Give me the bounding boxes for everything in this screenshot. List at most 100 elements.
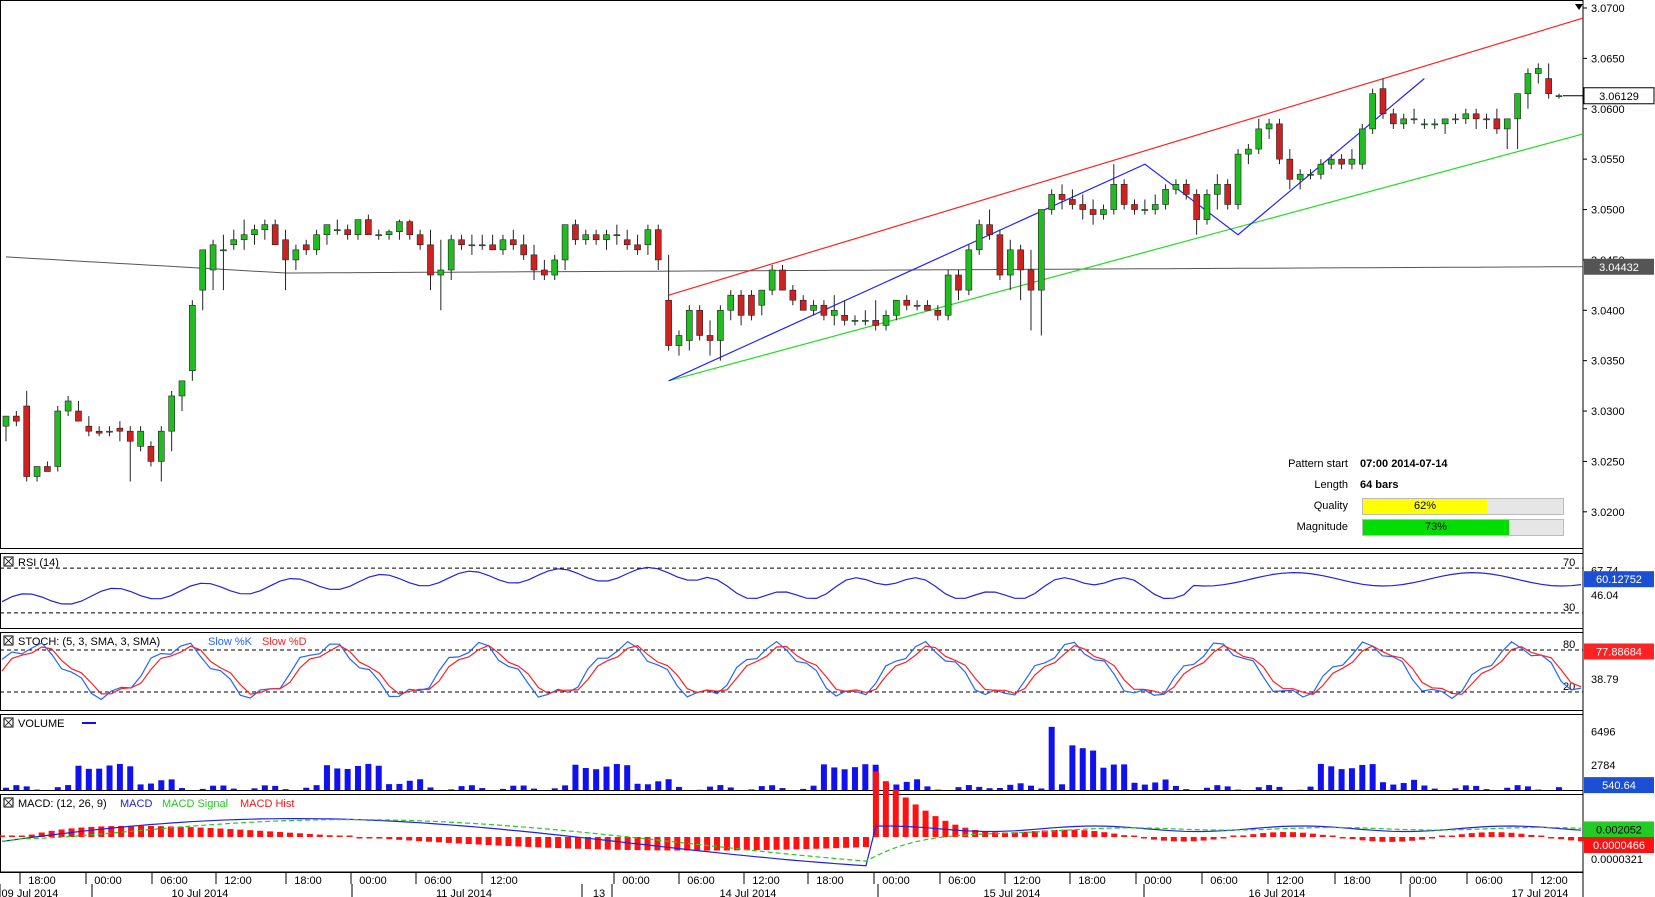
- candle-body: [95, 430, 103, 434]
- volume-bar: [96, 768, 103, 790]
- macd-hist-bar: [515, 837, 522, 847]
- macd-hist-bar: [8, 835, 15, 837]
- volume-bar: [313, 785, 320, 790]
- volume-bar: [427, 787, 434, 790]
- candle: [623, 229, 631, 250]
- volume-bar: [75, 765, 82, 790]
- candle-body: [955, 274, 962, 291]
- candle-body: [1141, 209, 1149, 211]
- candle: [965, 244, 973, 296]
- volume-bar: [903, 781, 910, 790]
- volume-bar: [334, 768, 341, 790]
- candle-body: [975, 224, 983, 251]
- volume-bar: [675, 786, 682, 790]
- macd-hist-bar: [98, 826, 105, 837]
- candle-body: [1514, 93, 1521, 120]
- volume-bar: [127, 766, 134, 790]
- price-tick-label: 3.0600: [1591, 104, 1625, 116]
- candle: [1027, 249, 1035, 331]
- candle-body: [799, 299, 807, 311]
- volume-bar: [1369, 764, 1376, 790]
- candle-body: [126, 430, 134, 442]
- time-label: 18:00: [816, 875, 844, 887]
- candle-body: [830, 309, 838, 316]
- candle-body: [717, 309, 724, 341]
- macd-hist-bar: [912, 804, 919, 837]
- macd-hist-bar: [1170, 837, 1177, 842]
- macd-hist-bar: [684, 837, 691, 851]
- macd-hist-bar: [1280, 832, 1287, 837]
- candle-body: [1379, 88, 1387, 115]
- candle: [54, 406, 62, 472]
- macd-hist-bar: [813, 837, 820, 849]
- macd-hist-bar: [336, 835, 343, 837]
- date-label: 17 Jul 2014: [1512, 888, 1569, 897]
- macd-hist-bar: [932, 816, 939, 837]
- macd-hist-bar: [1429, 837, 1436, 839]
- volume-bar: [624, 765, 631, 790]
- volume-bar: [137, 784, 144, 790]
- candle: [1307, 169, 1314, 180]
- macd-current-tag-bg: [1584, 821, 1654, 838]
- volume-bar: [551, 788, 558, 790]
- candle: [551, 254, 559, 281]
- candle: [686, 305, 693, 351]
- macd-hist-current-tag: 0.0000466: [1593, 840, 1645, 852]
- panel-frame: [0, 553, 1584, 629]
- candle: [437, 239, 445, 311]
- candle-body: [1472, 113, 1480, 120]
- rsi-scale-label: 46.04: [1591, 590, 1619, 602]
- volume-bar: [147, 783, 154, 790]
- candle-body: [437, 269, 445, 276]
- candle: [95, 426, 103, 437]
- candle-body: [271, 224, 279, 246]
- candle-body: [758, 289, 766, 306]
- macd-hist-bar: [833, 837, 840, 849]
- candle: [1172, 179, 1180, 195]
- candle-body: [1151, 204, 1159, 210]
- candle-body: [344, 229, 351, 236]
- candle: [737, 290, 745, 326]
- macd-hist-bar: [138, 825, 145, 837]
- macd-hist-bar: [574, 837, 581, 849]
- macd-hist-bar: [465, 837, 472, 845]
- candle: [137, 426, 144, 452]
- macd-hist-bar: [1260, 833, 1267, 837]
- candle-body: [158, 430, 165, 462]
- macd-hist-bar: [18, 835, 25, 837]
- candle: [365, 214, 372, 236]
- macd-hist-bar: [1419, 837, 1426, 840]
- candle: [416, 229, 424, 250]
- macd-hist-bar: [902, 797, 909, 837]
- candle: [1524, 68, 1532, 109]
- macd-hist-bar: [1230, 835, 1237, 837]
- macd-hist-bar: [1131, 835, 1138, 837]
- candle-body: [147, 446, 155, 462]
- volume-bar: [707, 786, 714, 790]
- quality-bar-fill: [1363, 499, 1487, 514]
- candle: [592, 229, 600, 245]
- candle: [644, 224, 652, 255]
- macd-signal-line: [1, 818, 1582, 862]
- candle: [1182, 179, 1190, 200]
- time-label: 06:00: [687, 875, 715, 887]
- macd-hist-bar: [1220, 837, 1227, 839]
- candle-body: [1483, 118, 1490, 121]
- current-price-tag: [1583, 87, 1655, 105]
- volume-bar: [1203, 787, 1210, 790]
- macd-hist-bar: [1389, 837, 1396, 842]
- macd-hist-bar: [1210, 837, 1217, 840]
- macd-hist-bar: [823, 837, 830, 849]
- macd-hist-bar: [1568, 837, 1575, 841]
- macd-hist-bar: [157, 826, 164, 837]
- volume-bar: [1048, 726, 1055, 790]
- magnitude-bar: 73%: [1362, 519, 1564, 536]
- candle-body: [385, 231, 393, 236]
- macd-hist-bar: [624, 837, 631, 850]
- date-label: 10 Jul 2014: [172, 888, 229, 897]
- candle-body: [779, 269, 786, 291]
- candle: [1224, 179, 1231, 210]
- volume-bar: [272, 785, 279, 790]
- volume-bar: [717, 785, 724, 790]
- candle-body: [1089, 209, 1097, 215]
